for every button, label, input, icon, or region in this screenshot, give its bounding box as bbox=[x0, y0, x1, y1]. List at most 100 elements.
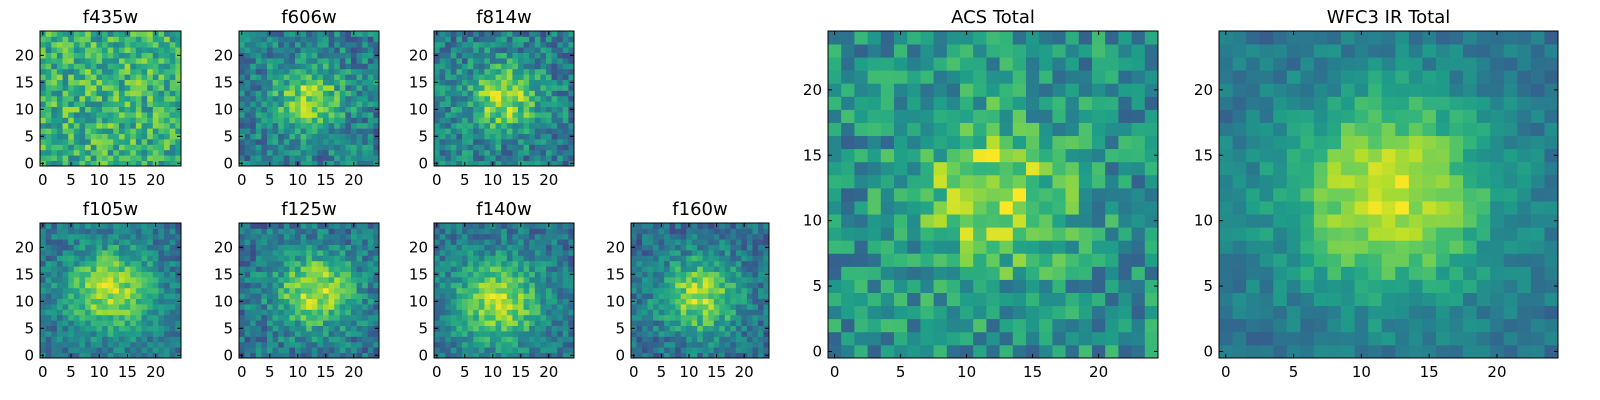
heatmap-cell bbox=[130, 79, 137, 86]
heatmap-cell bbox=[894, 187, 908, 202]
heatmap-cell bbox=[334, 336, 341, 343]
heatmap-cell bbox=[540, 52, 547, 59]
heatmap-cell bbox=[45, 282, 52, 289]
heatmap-cell bbox=[529, 128, 536, 134]
heatmap-cell bbox=[147, 74, 154, 80]
heatmap-cell bbox=[757, 223, 764, 229]
heatmap-cell bbox=[763, 282, 770, 289]
heatmap-cell bbox=[534, 352, 541, 359]
heatmap-cell bbox=[478, 31, 485, 37]
heatmap-cell bbox=[135, 255, 142, 262]
heatmap-cell bbox=[102, 341, 109, 348]
heatmap-cell bbox=[300, 250, 307, 256]
heatmap-cell bbox=[506, 36, 513, 43]
heatmap-cell bbox=[512, 331, 519, 337]
heatmap-cell bbox=[467, 244, 474, 251]
heatmap-cell bbox=[311, 336, 318, 343]
heatmap-cell bbox=[51, 90, 58, 97]
heatmap-cell bbox=[880, 240, 895, 254]
heatmap-cell bbox=[828, 240, 842, 254]
heatmap-cell bbox=[289, 282, 296, 289]
heatmap-cell bbox=[473, 266, 480, 272]
heatmap-cell bbox=[828, 305, 842, 320]
heatmap-cell bbox=[141, 314, 148, 321]
heatmap-cell bbox=[445, 341, 452, 348]
heatmap-cell bbox=[490, 277, 496, 283]
heatmap-cell bbox=[130, 304, 137, 310]
heatmap-cell bbox=[345, 287, 352, 294]
heatmap-cell bbox=[467, 31, 474, 37]
heatmap-cell bbox=[339, 160, 346, 167]
heatmap-cell bbox=[735, 239, 742, 245]
heatmap-cell bbox=[362, 106, 369, 113]
heatmap-cell bbox=[175, 31, 182, 37]
heatmap-cell bbox=[175, 128, 182, 134]
heatmap-cell bbox=[551, 139, 558, 145]
heatmap-cell bbox=[999, 318, 1014, 333]
heatmap-cell bbox=[135, 282, 142, 289]
heatmap-cell bbox=[529, 155, 536, 161]
heatmap-cell bbox=[506, 239, 513, 245]
heatmap-cell bbox=[523, 112, 530, 118]
heatmap-cell bbox=[724, 309, 731, 316]
heatmap-cell bbox=[51, 95, 58, 102]
heatmap-cell bbox=[546, 85, 552, 91]
heatmap-cell bbox=[255, 255, 262, 262]
heatmap-cell bbox=[68, 144, 75, 151]
heatmap-cell bbox=[702, 320, 709, 326]
heatmap-cell bbox=[250, 41, 257, 48]
heatmap-cell bbox=[141, 228, 148, 235]
heatmap-cell bbox=[62, 63, 69, 70]
heatmap-cell bbox=[152, 58, 159, 64]
heatmap-cell bbox=[317, 74, 324, 80]
heatmap-cell bbox=[328, 58, 335, 64]
heatmap-cell bbox=[473, 144, 480, 151]
heatmap-cell bbox=[278, 68, 285, 75]
heatmap-cell bbox=[867, 279, 882, 293]
heatmap-cell bbox=[239, 239, 245, 245]
heatmap-cell bbox=[56, 95, 63, 102]
heatmap-cell bbox=[255, 139, 262, 145]
heatmap-cell bbox=[373, 309, 380, 316]
heatmap-cell bbox=[697, 223, 704, 229]
heatmap-cell bbox=[278, 228, 285, 235]
heatmap-cell bbox=[724, 282, 731, 289]
heatmap-cell bbox=[484, 233, 491, 240]
heatmap-cell bbox=[973, 174, 987, 189]
heatmap-cell bbox=[450, 341, 457, 348]
heatmap-cell bbox=[323, 331, 329, 337]
heatmap-cell bbox=[1131, 279, 1146, 293]
heatmap-cell bbox=[62, 85, 69, 91]
heatmap-cell bbox=[546, 117, 552, 124]
heatmap-cell bbox=[164, 244, 171, 251]
heatmap-cell bbox=[551, 314, 558, 321]
heatmap-cell bbox=[757, 287, 764, 294]
heatmap-cell bbox=[562, 128, 569, 134]
heatmap-cell bbox=[334, 79, 341, 86]
heatmap-cell bbox=[339, 314, 346, 321]
heatmap-cell bbox=[323, 122, 329, 129]
heatmap-cell bbox=[568, 144, 575, 151]
heatmap-cell bbox=[73, 255, 80, 262]
heatmap-cell bbox=[680, 271, 687, 278]
heatmap-cell bbox=[158, 36, 165, 43]
heatmap-cell bbox=[450, 106, 457, 113]
heatmap-cell bbox=[473, 155, 480, 161]
heatmap-cell bbox=[631, 233, 637, 240]
heatmap-cell bbox=[439, 250, 446, 256]
heatmap-cell bbox=[523, 298, 530, 305]
heatmap-cell bbox=[551, 79, 558, 86]
heatmap-cell bbox=[675, 304, 682, 310]
heatmap-cell bbox=[323, 117, 329, 124]
heatmap-cell bbox=[854, 318, 868, 333]
heatmap-cell bbox=[713, 325, 720, 332]
heatmap-cell bbox=[456, 352, 463, 359]
heatmap-cell bbox=[141, 320, 148, 326]
heatmap-cell bbox=[534, 255, 541, 262]
heatmap-cell bbox=[763, 304, 770, 310]
heatmap-cell bbox=[557, 347, 564, 353]
heatmap-cell bbox=[719, 341, 726, 348]
heatmap-cell bbox=[735, 298, 742, 305]
heatmap-cell bbox=[735, 352, 742, 359]
heatmap-cell bbox=[107, 336, 114, 343]
